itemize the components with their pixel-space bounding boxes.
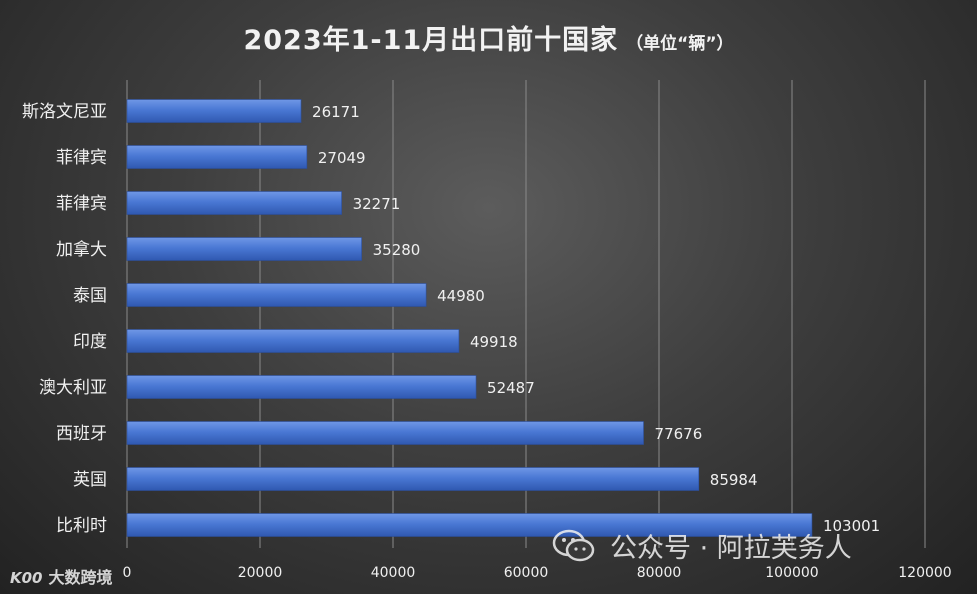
x-tick-label-2: 40000	[371, 565, 416, 581]
brand-name: 大数跨境	[48, 568, 113, 587]
x-tick-label-3: 60000	[504, 565, 549, 581]
value-label-1: 27049	[318, 149, 366, 167]
watermark-right: 公众号 · 阿拉芙务人	[552, 526, 852, 565]
category-label-1: 菲律宾	[56, 148, 107, 168]
chart-title: 2023年1-11月出口前十国家 （单位“辆”）	[0, 18, 977, 57]
category-label-3: 加拿大	[56, 239, 107, 260]
bar-2	[126, 191, 342, 215]
x-tick-label-6: 120000	[898, 565, 951, 581]
x-tick-label-1: 20000	[238, 565, 283, 581]
x-tick-label-5: 100000	[765, 565, 818, 581]
watermark-account-text: 公众号 · 阿拉芙务人	[610, 533, 852, 564]
category-label-8: 英国	[73, 470, 107, 490]
watermark-left: K00 大数跨境	[10, 564, 113, 588]
value-label-3: 35280	[373, 241, 421, 259]
value-label-8: 85984	[710, 471, 758, 489]
chart-title-main: 2023年1-11月出口前十国家	[243, 25, 619, 56]
bar-3	[126, 237, 362, 261]
value-label-9: 103001	[823, 517, 880, 535]
category-label-9: 比利时	[56, 516, 107, 536]
bar-6	[126, 375, 477, 399]
value-label-7: 77676	[655, 425, 703, 443]
brand-logo-icon: K00	[10, 569, 43, 587]
x-tick-label-0: 0	[123, 565, 132, 581]
category-label-7: 西班牙	[56, 424, 107, 444]
bar-7	[126, 421, 644, 445]
value-label-2: 32271	[353, 195, 401, 213]
category-label-0: 斯洛文尼亚	[22, 102, 107, 122]
category-label-5: 印度	[73, 332, 107, 352]
bar-1	[126, 145, 308, 169]
bar-8	[126, 467, 700, 491]
value-label-4: 44980	[437, 287, 485, 305]
bar-0	[126, 99, 302, 123]
chart-subtitle: （单位“辆”）	[626, 34, 734, 54]
category-label-4: 泰国	[73, 286, 107, 306]
value-label-5: 49918	[470, 333, 518, 351]
value-label-6: 52487	[487, 379, 535, 397]
bar-5	[126, 329, 460, 353]
value-label-0: 26171	[312, 103, 360, 121]
wechat-icon	[552, 529, 595, 561]
category-label-2: 菲律宾	[56, 194, 107, 214]
bar-4	[126, 283, 427, 307]
category-label-6: 澳大利亚	[39, 378, 107, 398]
x-tick-label-4: 80000	[637, 565, 682, 581]
bar-9	[126, 513, 813, 537]
